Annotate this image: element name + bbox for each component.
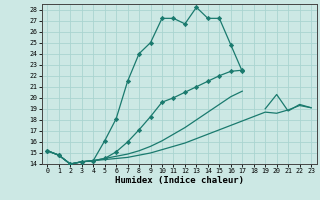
- X-axis label: Humidex (Indice chaleur): Humidex (Indice chaleur): [115, 176, 244, 185]
